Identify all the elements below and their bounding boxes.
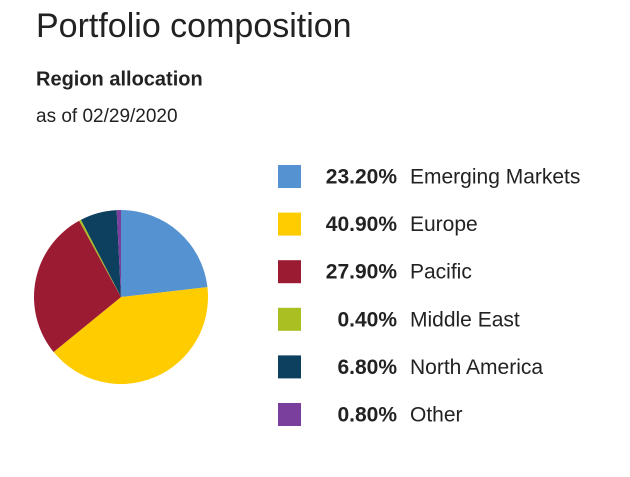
- pie-slice: [121, 210, 208, 297]
- legend-label: Europe: [410, 213, 478, 236]
- legend-label: Emerging Markets: [410, 166, 580, 189]
- legend-swatch: [278, 355, 301, 379]
- pie-slice: [53, 287, 209, 384]
- legend-label: Pacific: [410, 261, 472, 284]
- legend-label: Other: [410, 404, 463, 427]
- chart-title: Portfolio composition: [36, 7, 352, 45]
- chart-subtitle: Region allocation: [36, 68, 203, 90]
- pie-slice: [79, 219, 121, 297]
- pie-slice: [33, 220, 121, 353]
- pie-slice: [116, 210, 121, 297]
- legend-swatch: [278, 403, 301, 426]
- legend-value: 27.90%: [326, 261, 398, 284]
- legend-value: 0.40%: [337, 308, 397, 331]
- pie-slice: [81, 210, 121, 297]
- legend-label: North America: [410, 356, 543, 379]
- legend-swatch: [278, 165, 301, 188]
- legend-value: 23.20%: [326, 166, 398, 189]
- legend-swatch: [278, 307, 301, 331]
- legend-value: 40.90%: [326, 213, 398, 236]
- legend-label: Middle East: [410, 308, 520, 331]
- legend-swatch: [278, 260, 301, 284]
- legend-value: 6.80%: [337, 356, 397, 379]
- legend-value: 0.80%: [337, 404, 397, 427]
- date-note: as of 02/29/2020: [36, 106, 178, 127]
- legend-swatch: [278, 212, 301, 236]
